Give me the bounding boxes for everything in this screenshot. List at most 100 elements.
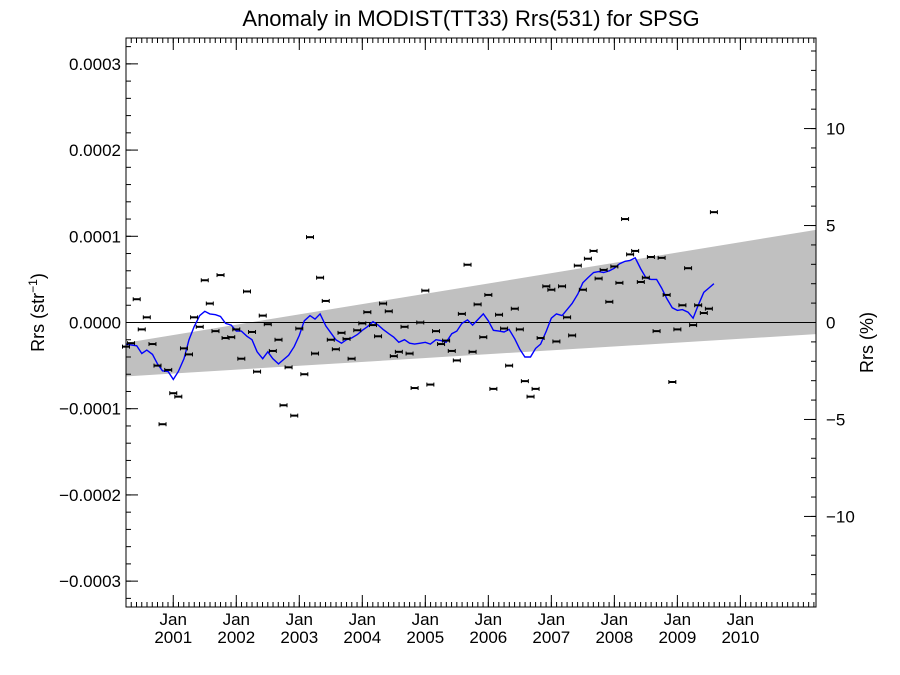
data-point [531, 386, 540, 391]
x-tick-label-year: 2002 [217, 628, 255, 647]
data-points [122, 210, 718, 427]
uncertainty-band [126, 229, 816, 377]
left-tick-label: −0.0003 [59, 572, 121, 591]
data-point [583, 256, 592, 261]
data-point [426, 382, 435, 387]
data-point [484, 292, 493, 297]
data-point [657, 255, 666, 260]
data-point [295, 326, 304, 331]
data-point [263, 322, 272, 327]
data-point [185, 352, 194, 357]
data-point [132, 297, 141, 302]
data-point [495, 312, 504, 317]
data-point [636, 279, 645, 284]
data-point [347, 356, 356, 361]
data-point [374, 334, 383, 339]
y-axis-label-left-close: ) [28, 273, 48, 279]
data-point [542, 284, 551, 289]
data-point [200, 278, 209, 283]
data-point [594, 276, 603, 281]
left-tick-label: −0.0002 [59, 486, 121, 505]
data-point [179, 346, 188, 351]
right-y-axis: 10 5 0 −5 −10 [804, 50, 855, 595]
data-point [500, 326, 509, 331]
data-point [290, 413, 299, 418]
data-point [526, 394, 535, 399]
data-point [410, 386, 419, 391]
x-axis: Jan2001Jan2002Jan2003Jan2004Jan2005Jan20… [125, 38, 815, 647]
data-point [389, 354, 398, 359]
data-point [421, 288, 430, 293]
data-point [615, 280, 624, 285]
y-axis-label-left-sup: −1 [26, 279, 40, 293]
data-point [142, 315, 151, 320]
data-point [242, 289, 251, 294]
x-tick-label-year: 2008 [595, 628, 633, 647]
data-point [268, 348, 277, 353]
data-point [473, 302, 482, 307]
data-point [552, 339, 561, 344]
left-tick-label: 0.0003 [69, 55, 121, 74]
data-point [578, 287, 587, 292]
data-point [610, 264, 619, 269]
data-point [279, 403, 288, 408]
data-point [216, 273, 225, 278]
data-point [479, 335, 488, 340]
data-point [573, 263, 582, 268]
data-point [678, 303, 687, 308]
data-point [673, 327, 682, 332]
data-point [164, 367, 173, 372]
x-tick-label-year: 2004 [343, 628, 381, 647]
data-point [326, 337, 335, 342]
data-point [646, 254, 655, 259]
left-tick-label: −0.0001 [59, 400, 121, 419]
data-point [432, 329, 441, 334]
data-point [416, 320, 425, 325]
right-tick-label: 10 [826, 120, 845, 139]
data-point [300, 372, 309, 377]
data-point [520, 379, 529, 384]
x-tick-label-month: Jan [223, 610, 250, 629]
data-point [148, 342, 157, 347]
x-tick-label-year: 2010 [721, 628, 759, 647]
x-tick-label-year: 2007 [532, 628, 570, 647]
x-tick-label-month: Jan [664, 610, 691, 629]
data-point [621, 217, 630, 222]
data-point [358, 321, 367, 326]
data-point [353, 328, 362, 333]
x-tick-label-year: 2005 [406, 628, 444, 647]
data-point [437, 342, 446, 347]
y-axis-label-left-main: Rrs (str [28, 293, 48, 352]
data-point [468, 349, 477, 354]
data-point [694, 303, 703, 308]
data-point [205, 301, 214, 306]
chart-title: Anomaly in MODIST(TT33) Rrs(531) for SPS… [242, 6, 699, 31]
data-point [321, 298, 330, 303]
data-point [641, 275, 650, 280]
data-point [384, 309, 393, 314]
data-point [331, 347, 340, 352]
data-point [605, 299, 614, 304]
x-tick-label-month: Jan [160, 610, 187, 629]
data-point [169, 391, 178, 396]
data-point [227, 335, 236, 340]
left-tick-label: 0.0002 [69, 141, 121, 160]
x-tick-label-month: Jan [286, 610, 313, 629]
data-point [510, 306, 519, 311]
data-point [306, 235, 314, 240]
data-point [463, 262, 472, 267]
x-tick-label-month: Jan [475, 610, 502, 629]
right-tick-label: −5 [826, 410, 845, 429]
data-point [137, 327, 146, 332]
data-point [684, 266, 693, 271]
x-tick-label-year: 2001 [154, 628, 192, 647]
data-point [515, 327, 524, 332]
band-polygon [126, 229, 816, 377]
y-axis-label-right: Rrs (%) [857, 312, 877, 373]
data-point [316, 275, 325, 280]
left-tick-label: 0.0000 [69, 314, 121, 333]
data-point [689, 323, 698, 328]
data-point [626, 252, 635, 257]
data-point [342, 336, 351, 341]
x-tick-label-month: Jan [601, 610, 628, 629]
